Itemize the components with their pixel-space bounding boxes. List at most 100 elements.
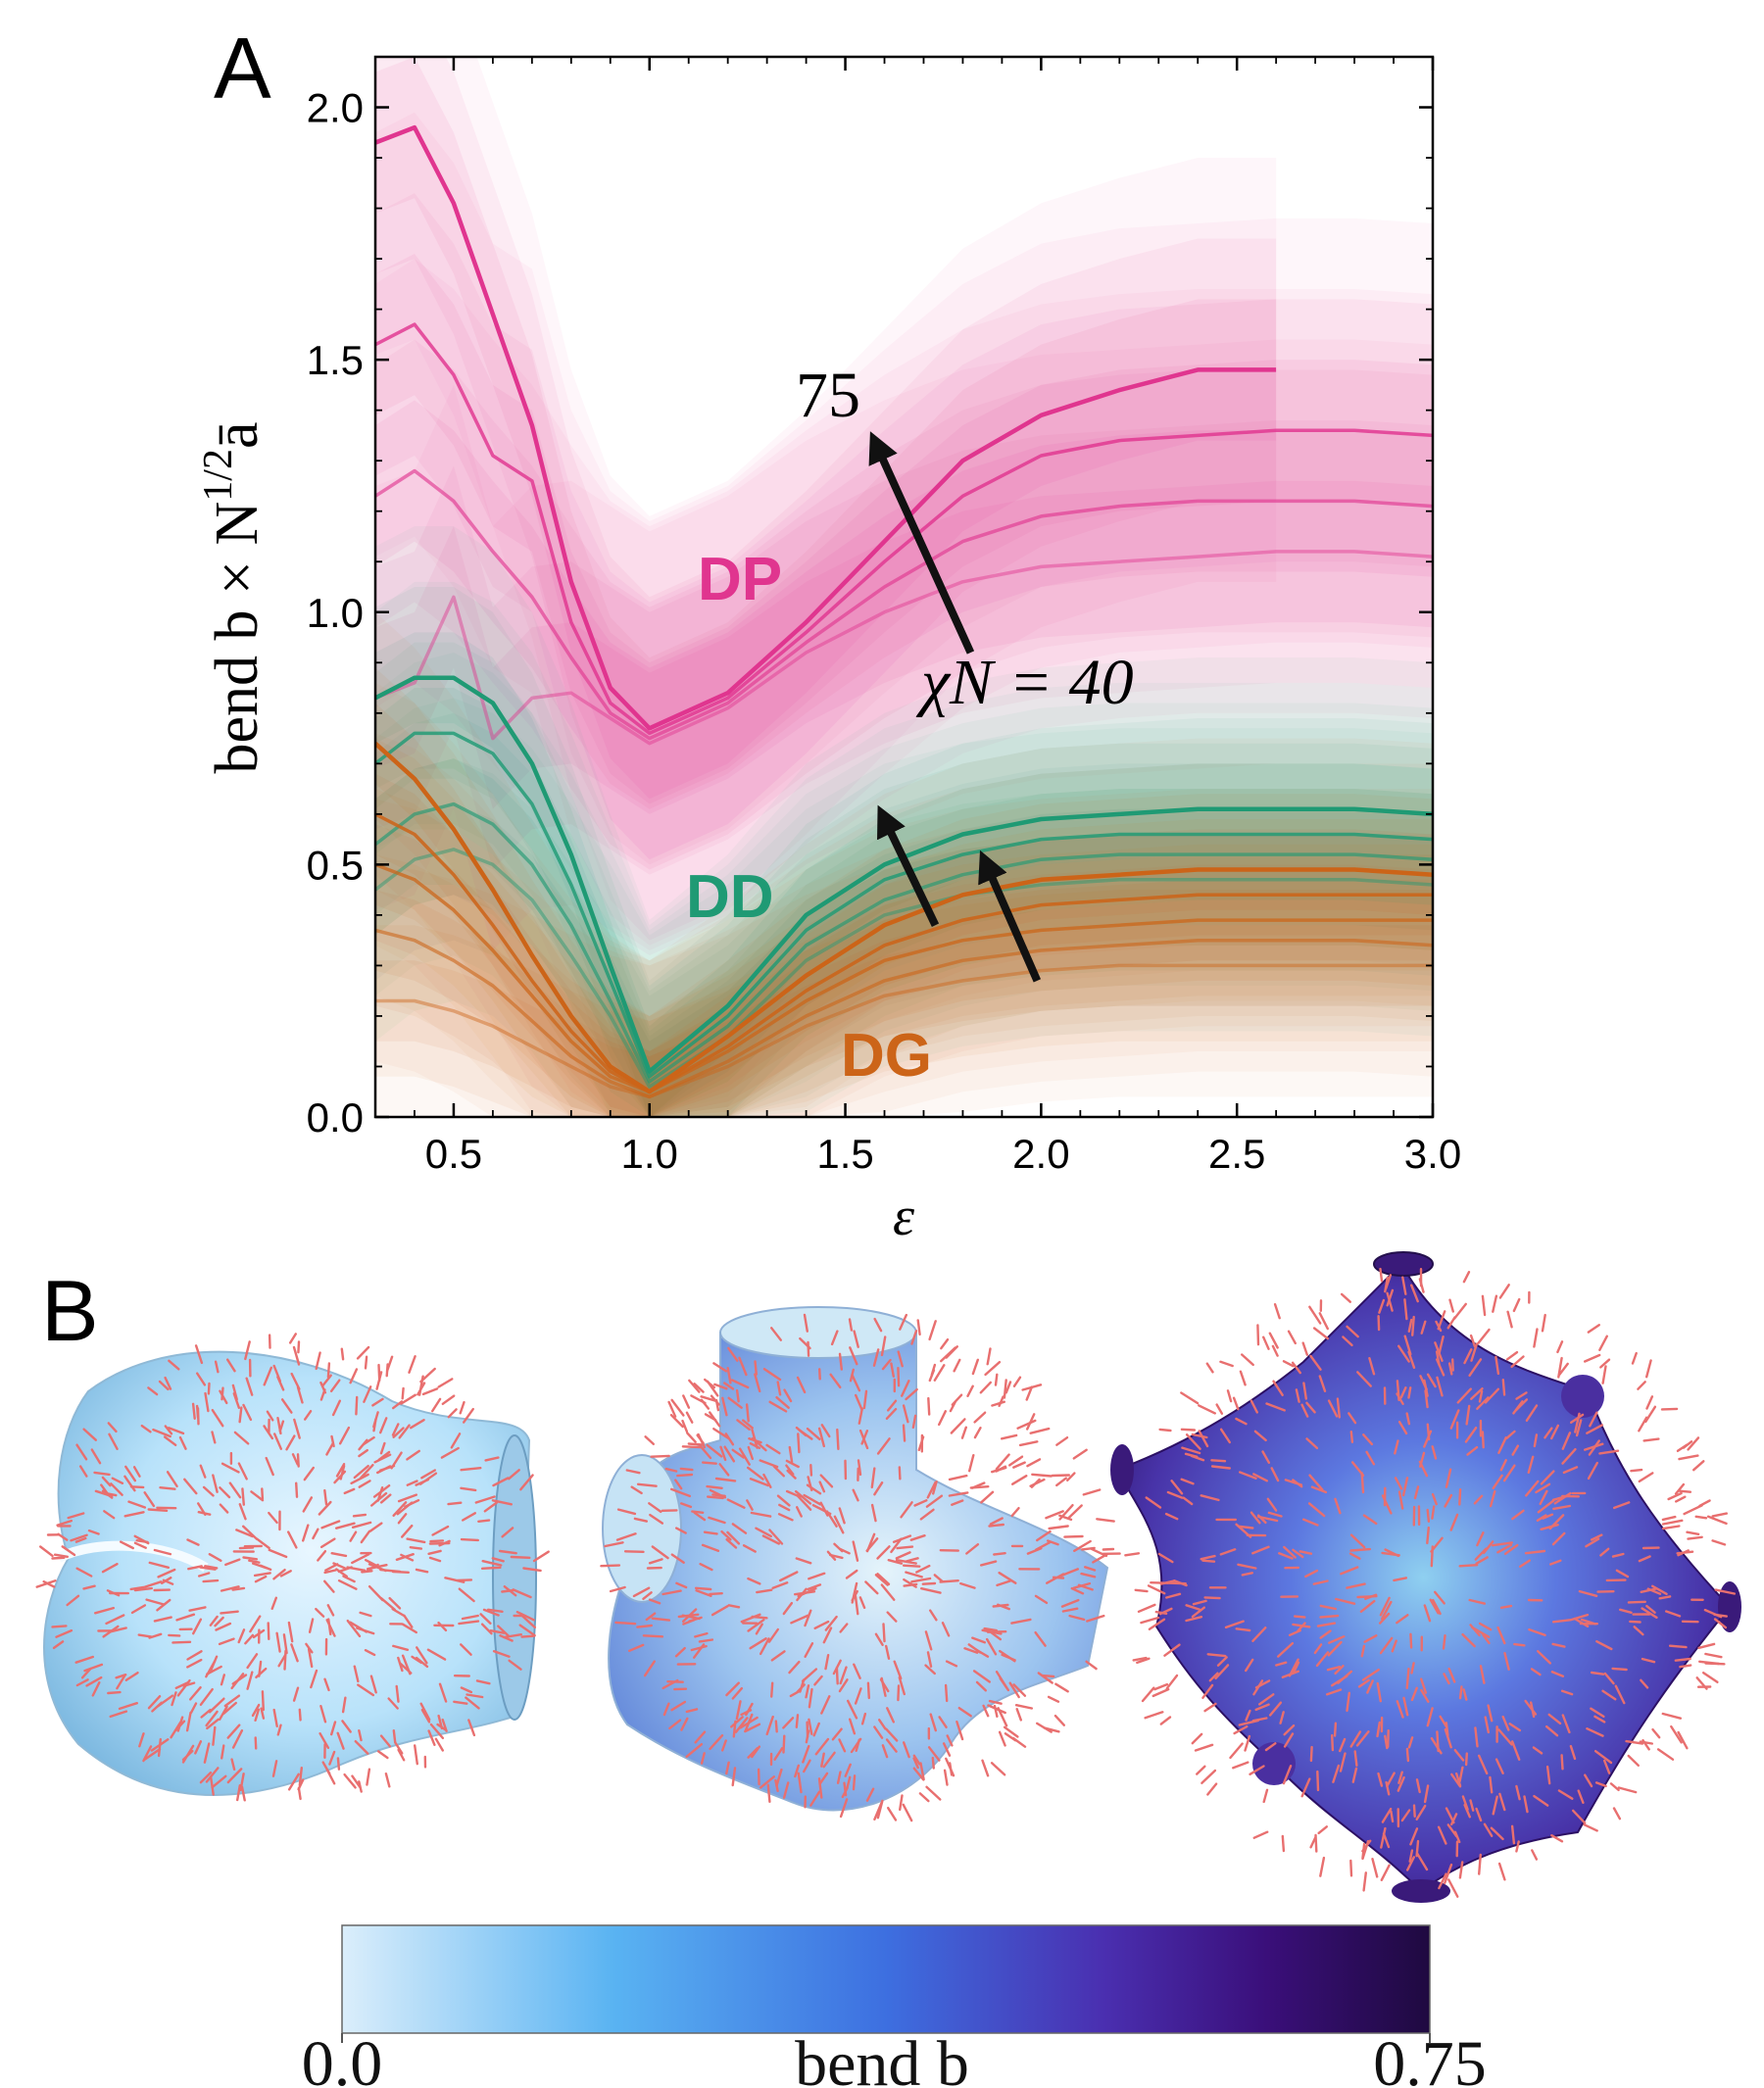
director-arrow	[1593, 1749, 1613, 1765]
director-arrow	[1518, 1559, 1532, 1569]
director-arrow	[1687, 1436, 1700, 1451]
director-arrow	[376, 1465, 392, 1475]
colorbar-min-label: 0.0	[302, 2028, 383, 2088]
director-arrow	[93, 1471, 111, 1477]
director-arrow	[503, 1632, 522, 1639]
director-arrow	[1180, 1478, 1195, 1485]
director-arrow	[1477, 1328, 1491, 1344]
director-arrow	[899, 1313, 907, 1331]
director-arrow	[428, 1541, 451, 1545]
director-arrow	[1158, 1428, 1172, 1432]
director-arrow	[1541, 1313, 1546, 1333]
director-arrow	[670, 1553, 685, 1564]
director-arrow	[1533, 1433, 1539, 1448]
director-arrow	[1562, 1466, 1579, 1475]
director-arrow	[1304, 1569, 1319, 1578]
director-arrow	[1612, 1501, 1631, 1510]
director-arrow	[223, 1694, 241, 1708]
director-arrow	[359, 1611, 372, 1618]
director-arrow	[467, 1719, 476, 1737]
director-arrow	[1487, 1704, 1494, 1723]
director-arrow	[973, 1411, 987, 1424]
director-arrow	[1449, 1513, 1459, 1531]
director-arrow	[1461, 1632, 1476, 1648]
director-arrow	[1007, 1455, 1024, 1467]
label-chiN-40: χN = 40	[915, 647, 1134, 718]
director-arrow	[323, 1569, 337, 1575]
director-arrow	[1595, 1639, 1613, 1651]
director-arrow	[175, 1613, 196, 1622]
trend-arrow-1	[868, 431, 975, 655]
director-arrow	[460, 1643, 472, 1656]
director-arrow	[874, 1574, 889, 1586]
director-arrow	[1241, 1572, 1254, 1577]
director-arrow	[1362, 1433, 1374, 1446]
director-arrow	[1252, 1830, 1269, 1839]
director-arrow	[1533, 1328, 1539, 1348]
director-arrow	[349, 1368, 359, 1384]
director-arrow	[838, 1507, 846, 1525]
director-arrow	[1378, 1612, 1391, 1625]
director-arrow	[1424, 1389, 1429, 1409]
director-arrow	[508, 1659, 522, 1671]
director-arrow	[302, 1496, 314, 1513]
director-arrow	[1083, 1566, 1097, 1572]
director-arrow	[1035, 1530, 1052, 1542]
director-arrow	[804, 1609, 812, 1627]
director-arrow	[1407, 1318, 1413, 1334]
director-arrow	[795, 1557, 812, 1565]
director-arrow	[315, 1351, 321, 1371]
director-arrow	[1593, 1715, 1606, 1724]
director-arrow	[1346, 1325, 1359, 1338]
x-axis-label: ε	[893, 1187, 915, 1247]
director-arrow	[268, 1511, 278, 1525]
director-arrow	[854, 1594, 859, 1616]
director-arrow	[1338, 1737, 1347, 1753]
director-arrow	[328, 1750, 336, 1766]
director-arrow	[231, 1586, 246, 1591]
director-arrow	[747, 1747, 759, 1759]
director-arrow	[926, 1651, 933, 1669]
director-arrow	[1278, 1552, 1294, 1560]
director-arrow	[1694, 1515, 1708, 1520]
band-dd-65-2	[375, 688, 1433, 1117]
band-dg-75-2	[375, 703, 1433, 1117]
director-arrow	[675, 1527, 687, 1534]
director-arrow	[951, 1393, 963, 1406]
director-arrow	[820, 1752, 825, 1768]
director-arrow	[1533, 1794, 1549, 1807]
panel-label-b: B	[41, 1262, 99, 1359]
director-arrow	[379, 1734, 392, 1748]
director-arrow	[256, 1537, 270, 1550]
director-arrow	[492, 1649, 511, 1658]
director-arrow	[406, 1537, 426, 1544]
director-arrow	[1164, 1512, 1179, 1521]
director-arrow	[809, 1790, 821, 1807]
director-arrow	[254, 1736, 258, 1750]
director-arrow	[1271, 1344, 1279, 1357]
director-arrow	[735, 1700, 742, 1721]
director-arrow	[166, 1471, 178, 1488]
director-arrow	[353, 1665, 360, 1683]
director-arrow	[103, 1510, 116, 1520]
director-arrow	[990, 1762, 1006, 1776]
director-arrow	[390, 1451, 403, 1470]
director-arrow	[293, 1418, 301, 1439]
director-arrow	[1431, 1505, 1436, 1520]
director-arrow	[338, 1426, 351, 1445]
director-arrow	[839, 1547, 851, 1555]
director-arrow	[813, 1620, 830, 1630]
director-arrow	[1034, 1630, 1047, 1647]
panel-label-a: A	[214, 20, 271, 117]
surface-dp	[35, 1333, 550, 1802]
director-arrow	[323, 1488, 328, 1506]
director-arrow	[718, 1463, 730, 1477]
director-arrow	[917, 1435, 925, 1452]
director-arrow	[632, 1586, 651, 1598]
director-arrow	[1468, 1358, 1483, 1378]
director-arrow	[1515, 1391, 1528, 1400]
director-arrow	[874, 1632, 884, 1647]
director-arrow	[406, 1480, 418, 1486]
director-arrow	[754, 1373, 761, 1393]
director-arrow	[397, 1748, 406, 1762]
